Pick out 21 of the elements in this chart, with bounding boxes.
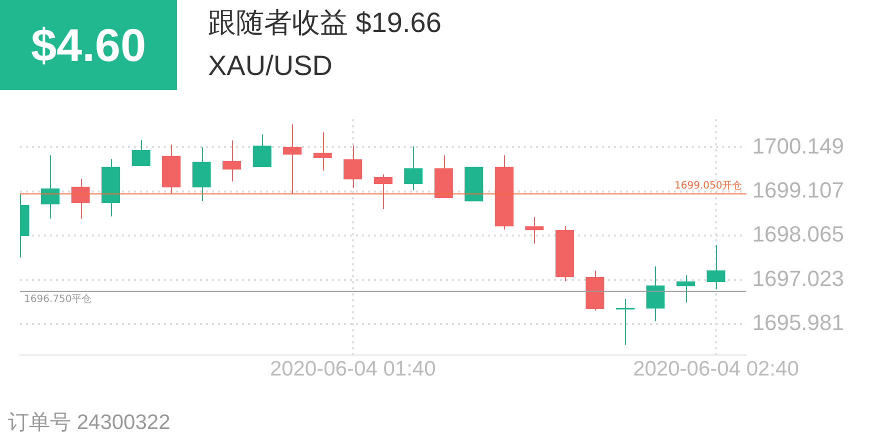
- candlestick: [252, 134, 272, 168]
- candlestick: [646, 266, 665, 322]
- candlestick: [525, 216, 544, 244]
- candlestick: [222, 140, 242, 182]
- text: 订单号 24300322: [8, 410, 170, 436]
- candlestick: [283, 124, 302, 194]
- ref-line-label: 1699.050开仓: [674, 179, 742, 192]
- y-tick-label: 1700.149: [752, 133, 844, 158]
- candlestick: [192, 146, 211, 202]
- y-tick-label: 1698.065: [752, 222, 844, 247]
- y-tick-label: 1695.981: [752, 310, 844, 336]
- text: $4.60: [0, 0, 177, 90]
- y-tick-label: 1697.023: [752, 266, 844, 291]
- candlestick: [344, 144, 362, 188]
- candlestick: [374, 174, 392, 210]
- y-tick-label: 1699.107: [752, 177, 844, 202]
- text: 跟随者收益 $19.66: [208, 6, 442, 40]
- chart-title: XAU/USD: [208, 50, 332, 82]
- x-tick-label: 2020-06-04 02:40: [633, 357, 799, 380]
- ref-line-label: 1696.750平仓: [24, 292, 92, 305]
- x-tick-label: 2020-06-04 01:40: [270, 357, 436, 380]
